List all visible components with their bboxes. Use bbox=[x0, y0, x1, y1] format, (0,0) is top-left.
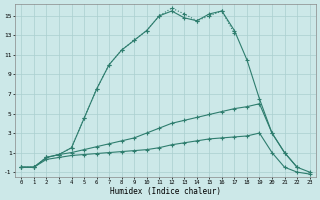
X-axis label: Humidex (Indice chaleur): Humidex (Indice chaleur) bbox=[110, 187, 221, 196]
